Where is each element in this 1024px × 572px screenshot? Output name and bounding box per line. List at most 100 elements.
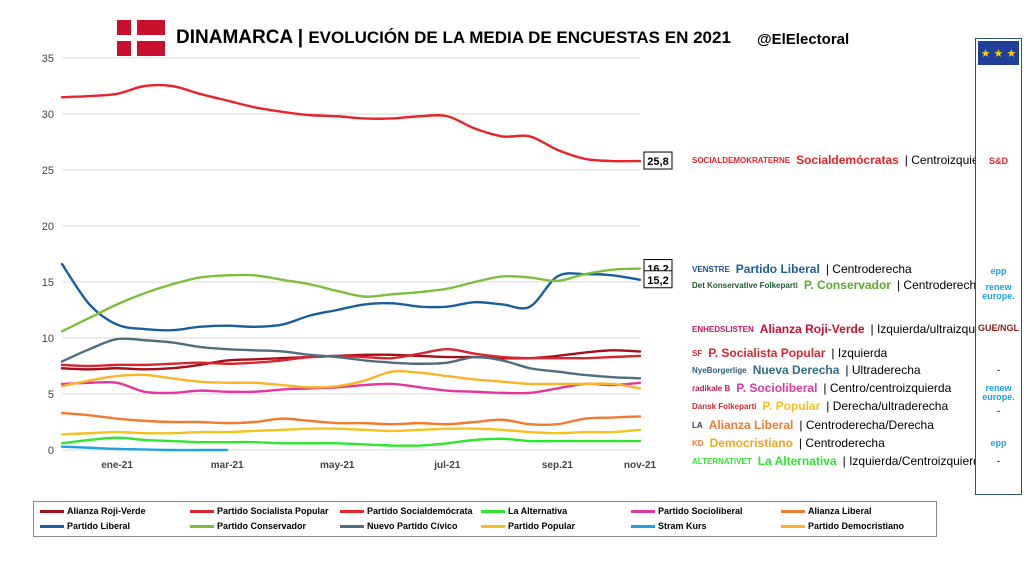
party-ideology: | Izquierda/Centroizquierda (842, 454, 987, 468)
party-name: Alianza Roji-Verde (759, 322, 865, 336)
legend-item: Nuevo Partido Cívico (340, 521, 458, 531)
party-name: Socialdemócratas (796, 153, 899, 167)
x-tick-label: mar-21 (211, 460, 244, 471)
x-tick-label: may-21 (320, 460, 355, 471)
eu-flag-icon: ★ ★ ★ (978, 41, 1019, 65)
y-tick-label: 10 (42, 333, 54, 345)
party-row: KD Democristiano | Centroderecha (692, 436, 885, 450)
party-row: VENSTRE Partido Liberal | Centroderecha (692, 262, 912, 276)
series-line-stram-kurs (60, 445, 229, 452)
party-row: SOCIALDEMOKRATERNE Socialdemócratas | Cent… (692, 153, 996, 167)
legend-swatch (481, 509, 505, 513)
party-row: SF P. Socialista Popular | Izquierda (692, 346, 887, 360)
legend-swatch (631, 509, 655, 513)
party-ideology: | Centroderecha (798, 436, 885, 450)
party-logo: ALTERNATIVET (692, 456, 752, 466)
legend-swatch (481, 524, 505, 528)
legend-item: Partido Democristiano (781, 521, 904, 531)
party-ideology: | Centroderecha (896, 278, 983, 292)
party-name: P. Popular (762, 399, 821, 413)
legend-label: La Alternativa (508, 506, 568, 516)
title-separator: | (297, 27, 304, 48)
legend-label: Stram Kurs (658, 521, 707, 531)
eu-group-label: epp (990, 438, 1007, 448)
eu-group-label: renew europe. (982, 282, 1015, 301)
eu-group-label: S&D (988, 156, 1008, 166)
denmark-flag-icon (117, 20, 165, 56)
party-logo: ENHEDSLISTEN (692, 324, 754, 334)
series-line-partido-socialista-popular (60, 348, 642, 368)
party-ideology: | Centroizquierda (904, 153, 996, 167)
legend-item: Partido Popular (481, 521, 575, 531)
legend-item: Alianza Liberal (781, 506, 872, 516)
legend-item: Partido Conservador (190, 521, 306, 531)
eu-group-label: epp (990, 266, 1007, 276)
y-tick-label: 30 (42, 109, 54, 121)
y-tick-label: 0 (48, 445, 54, 457)
chart-legend: Alianza Roji-Verde Partido Socialista Pop… (33, 501, 937, 537)
series-line-la-alternativa (60, 436, 642, 447)
series-line-partido-liberal (60, 262, 642, 332)
legend-label: Alianza Roji-Verde (67, 506, 146, 516)
eu-group-panel: ★ ★ ★ S&D epp renew europe. GUE/NGL - renew e… (975, 38, 1022, 495)
callout-label: 25,8 (643, 151, 673, 170)
series-line-partido-popular (60, 427, 642, 436)
legend-swatch (781, 509, 805, 513)
party-name: Partido Liberal (735, 262, 820, 276)
party-ideology: | Derecha/ultraderecha (826, 399, 949, 413)
x-tick-label: sep.21 (542, 460, 574, 471)
legend-label: Partido Socioliberal (658, 506, 743, 516)
party-name: Alianza Liberal (708, 418, 794, 432)
party-logo: KD (692, 438, 704, 448)
legend-swatch (40, 509, 64, 513)
party-name: La Alternativa (757, 454, 837, 468)
page-title: DINAMARCA | EVOLUCIÓN DE LA MEDIA DE ENC… (176, 27, 731, 49)
legend-item: Alianza Roji-Verde (40, 506, 146, 516)
party-row: ALTERNATIVET La Alternativa | Izquierda/Ce… (692, 454, 987, 468)
eu-group-label: - (997, 456, 1000, 466)
legend-item: Partido Liberal (40, 521, 130, 531)
party-ideology: | Izquierda/ultraizquierda (870, 322, 1002, 336)
y-tick-label: 5 (48, 389, 54, 401)
series-line-partido-socialdemocrata (60, 83, 642, 163)
party-name: P. Conservador (803, 278, 891, 292)
party-logo: NyeBorgerlige (692, 365, 747, 375)
party-ideology: | Centro/centroizquierda (823, 381, 952, 395)
party-row: NyeBorgerlige Nueva Derecha | Ultraderecha (692, 363, 921, 377)
party-name: Democristiano (709, 436, 793, 450)
series-line-partido-socioliberal (60, 380, 642, 395)
author-handle: @ElElectoral (757, 31, 850, 48)
series-line-partido-democristiano (60, 369, 642, 390)
party-logo: Dansk Folkeparti (692, 401, 757, 411)
title-subtitle: EVOLUCIÓN DE LA MEDIA DE ENCUESTAS EN 20… (308, 28, 731, 47)
legend-label: Nuevo Partido Cívico (367, 521, 458, 531)
legend-swatch (781, 524, 805, 528)
eu-group-label: GUE/NGL (977, 323, 1019, 333)
y-tick-label: 20 (42, 221, 54, 233)
callout-label: 15,2 (643, 270, 673, 289)
legend-swatch (340, 524, 364, 528)
party-logo: SF (692, 348, 703, 358)
series-line-nuevo-partido-civico (60, 337, 642, 380)
legend-label: Partido Socialista Popular (217, 506, 329, 516)
legend-label: Partido Popular (508, 521, 576, 531)
legend-label: Partido Liberal (67, 521, 131, 531)
legend-swatch (190, 524, 214, 528)
y-tick-label: 25 (42, 165, 54, 177)
legend-item: Partido Socioliberal (631, 506, 743, 516)
legend-label: Partido Conservador (217, 521, 307, 531)
party-logo: radikale B (692, 383, 731, 393)
svg-text:15,2: 15,2 (647, 275, 668, 287)
party-logo: SOCIALDEMOKRATERNE (692, 155, 791, 165)
party-logo: Det Konservative Folkeparti (692, 280, 798, 290)
party-row: ENHEDSLISTEN Alianza Roji-Verde | Izquierd… (692, 322, 1002, 336)
legend-item: Stram Kurs (631, 521, 707, 531)
party-ideology: | Centroderecha/Derecha (799, 418, 934, 432)
legend-label: Partido Socialdemócrata (367, 506, 473, 516)
party-ideology: | Izquierda (831, 346, 888, 360)
eu-group-label: - (997, 406, 1000, 416)
party-logo: LA (692, 420, 703, 430)
party-logo: VENSTRE (692, 264, 730, 274)
legend-swatch (40, 524, 64, 528)
